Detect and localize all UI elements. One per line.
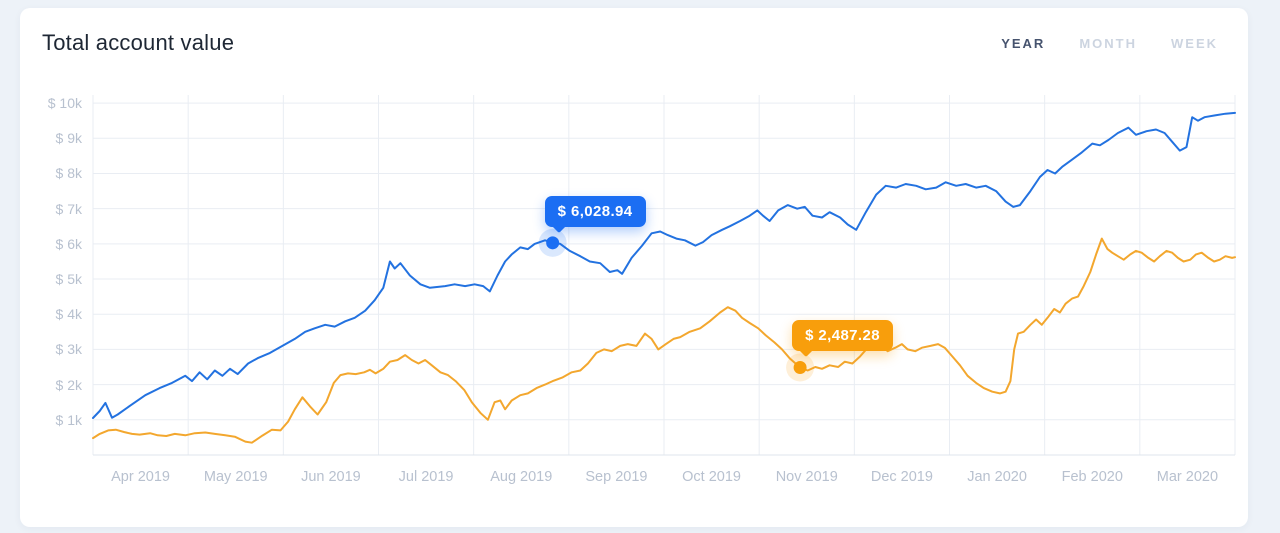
y-axis-tick-label: $ 9k: [55, 130, 82, 147]
y-axis-tick-label: $ 7k: [55, 200, 82, 217]
tab-month[interactable]: MONTH: [1079, 36, 1137, 51]
page-title: Total account value: [42, 30, 235, 55]
x-axis-tick-label: May 2019: [203, 469, 268, 485]
x-axis-tick-label: Feb 2020: [1061, 469, 1123, 485]
x-axis-tick-label: Oct 2019: [682, 469, 741, 485]
y-axis-tick-label: $ 5k: [55, 271, 82, 288]
blue-account-line: [92, 111, 1236, 419]
x-axis-tick-label: Jul 2019: [398, 469, 454, 485]
orange-account-line: [92, 237, 1236, 444]
value-tooltip: $ 2,487.28: [792, 320, 893, 352]
x-axis-tick-label: Mar 2020: [1156, 469, 1219, 485]
x-axis-tick-label: Sep 2019: [585, 469, 648, 485]
data-point-marker[interactable]: [793, 360, 807, 374]
y-axis-tick-label: $ 2k: [55, 376, 82, 393]
y-axis-tick-label: $ 10k: [47, 95, 82, 112]
chart-plot-area[interactable]: [92, 95, 1236, 456]
y-axis-tick-label: $ 3k: [55, 341, 82, 358]
total-account-value-card: Total account value YEAR MONTH WEEK $ 6,…: [20, 8, 1248, 527]
period-tabs: YEAR MONTH WEEK: [1001, 36, 1218, 51]
data-point-marker[interactable]: [546, 236, 560, 250]
y-axis-tick-label: $ 1k: [55, 411, 82, 428]
tab-week[interactable]: WEEK: [1171, 36, 1218, 51]
y-axis-tick-label: $ 8k: [55, 165, 82, 182]
x-axis-tick-label: Jan 2020: [967, 469, 1027, 485]
tab-year[interactable]: YEAR: [1001, 36, 1046, 51]
x-axis-tick-label: Dec 2019: [870, 469, 933, 485]
x-axis-tick-label: Aug 2019: [490, 469, 553, 485]
x-axis-tick-label: Apr 2019: [111, 469, 170, 485]
y-axis-tick-label: $ 6k: [55, 235, 82, 252]
y-axis-tick-label: $ 4k: [55, 306, 82, 323]
x-axis-tick-label: Jun 2019: [301, 469, 361, 485]
value-tooltip: $ 6,028.94: [544, 195, 646, 227]
x-axis-tick-label: Nov 2019: [775, 469, 838, 485]
chart-canvas: [92, 95, 1236, 456]
